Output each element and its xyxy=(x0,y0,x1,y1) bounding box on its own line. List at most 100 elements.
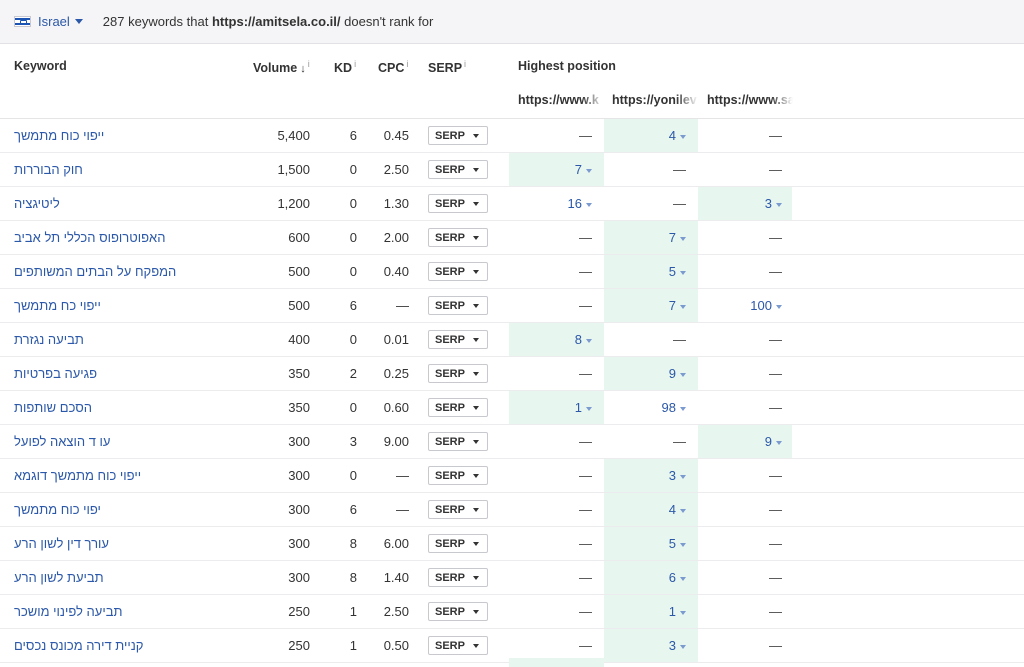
position-cell: — xyxy=(673,162,686,177)
position-cell[interactable]: 7 xyxy=(604,221,698,254)
kd-column-header[interactable]: KD i xyxy=(334,59,357,76)
kd-value: 1 xyxy=(349,638,357,653)
info-icon[interactable]: i xyxy=(307,59,310,69)
cpc-column-header[interactable]: CPC i xyxy=(378,59,409,76)
kd-value: 0 xyxy=(349,264,357,279)
position-cell: — xyxy=(579,366,592,381)
position-cell[interactable]: 6 xyxy=(604,561,698,594)
kd-value: 8 xyxy=(349,570,357,585)
info-icon[interactable]: i xyxy=(464,59,467,69)
serp-button[interactable]: SERP xyxy=(428,330,488,349)
serp-button[interactable]: SERP xyxy=(428,432,488,451)
keyword-link[interactable]: תביעה לפינוי מושכר xyxy=(14,604,123,619)
serp-button[interactable]: SERP xyxy=(428,126,488,145)
serp-button[interactable]: SERP xyxy=(428,398,488,417)
volume-column-header[interactable]: Volume ↓ i xyxy=(253,59,310,76)
table-row: הסכם שותפות 350 0 0.60 SERP 1 98 — xyxy=(0,391,1024,425)
keyword-link[interactable]: המפקח על הבתים המשותפים xyxy=(14,264,177,279)
keyword-link[interactable]: חוק הבוררות xyxy=(14,162,83,177)
serp-button[interactable]: SERP xyxy=(428,568,488,587)
position-cell: — xyxy=(769,468,782,483)
competitor-site-2[interactable]: https://yonilev xyxy=(612,93,698,109)
keyword-link[interactable]: תביעה נגזרת xyxy=(14,332,84,347)
kd-value: 6 xyxy=(349,502,357,517)
keyword-link[interactable]: קניית דירה מכונס נכסים xyxy=(14,638,144,653)
position-cell[interactable]: 9 xyxy=(604,357,698,390)
position-cell[interactable]: 9 xyxy=(698,425,792,458)
highest-position-header: Highest position xyxy=(518,59,616,73)
position-cell: — xyxy=(579,604,592,619)
serp-button[interactable]: SERP xyxy=(428,194,488,213)
position-cell[interactable]: 3 xyxy=(604,459,698,492)
keyword-link[interactable]: הסכם שותפות xyxy=(14,400,93,415)
caret-down-icon xyxy=(680,542,686,547)
serp-button[interactable]: SERP xyxy=(428,534,488,553)
position-cell: — xyxy=(579,536,592,551)
caret-down-icon xyxy=(473,168,479,172)
position-cell[interactable]: 16 xyxy=(509,187,604,220)
volume-value: 250 xyxy=(288,604,310,619)
position-cell: — xyxy=(579,230,592,245)
serp-button[interactable]: SERP xyxy=(428,602,488,621)
keyword-link[interactable]: ייפוי כוח מתמשך דוגמא xyxy=(14,468,142,483)
keyword-link[interactable]: האפוטרופוס הכללי תל אביב xyxy=(14,230,166,245)
competitor-site-1[interactable]: https://www.k xyxy=(518,93,604,109)
keyword-link[interactable]: פגיעה בפרטיות xyxy=(14,366,98,381)
position-cell[interactable]: 7 xyxy=(604,289,698,322)
volume-value: 350 xyxy=(288,366,310,381)
cpc-value: 2.50 xyxy=(383,162,409,177)
country-selector[interactable]: Israel xyxy=(14,14,83,29)
keyword-column-header[interactable]: Keyword xyxy=(14,59,67,73)
info-icon[interactable]: i xyxy=(354,59,357,69)
cpc-value: — xyxy=(396,468,409,483)
keyword-link[interactable]: ייפוי כח מתמשך xyxy=(14,298,101,313)
keyword-link[interactable]: ליטיגציה xyxy=(14,196,60,211)
keyword-link[interactable]: עורך דין לשון הרע xyxy=(14,536,109,551)
serp-button[interactable]: SERP xyxy=(428,160,488,179)
keyword-link[interactable]: יפוי כוח מתמשך xyxy=(14,502,101,517)
serp-button[interactable]: SERP xyxy=(428,466,488,485)
caret-down-icon xyxy=(473,134,479,138)
position-cell[interactable]: 4 xyxy=(604,493,698,526)
position-cell[interactable]: 1 xyxy=(509,391,604,424)
serp-button[interactable]: SERP xyxy=(428,262,488,281)
serp-button[interactable]: SERP xyxy=(428,636,488,655)
volume-value: 300 xyxy=(288,536,310,551)
position-cell[interactable]: 7 xyxy=(509,153,604,186)
position-cell[interactable]: 98 xyxy=(604,391,698,424)
cpc-value: 9.00 xyxy=(383,434,409,449)
volume-value: 500 xyxy=(288,298,310,313)
position-cell[interactable]: 1 xyxy=(604,595,698,628)
caret-down-icon xyxy=(680,474,686,479)
info-icon[interactable]: i xyxy=(406,59,409,69)
keyword-link[interactable]: ייפוי כוח מתמשך xyxy=(14,128,105,143)
position-cell[interactable]: 8 xyxy=(509,323,604,356)
caret-down-icon xyxy=(473,440,479,444)
serp-button[interactable]: SERP xyxy=(428,364,488,383)
caret-down-icon xyxy=(680,304,686,309)
caret-down-icon xyxy=(473,202,479,206)
cpc-value: 2.00 xyxy=(383,230,409,245)
serp-column-header[interactable]: SERP i xyxy=(428,59,467,76)
table-row: עו ד הוצאה לפועל 300 3 9.00 SERP — — 9 xyxy=(0,425,1024,459)
position-cell[interactable]: 5 xyxy=(604,527,698,560)
position-cell[interactable]: 3 xyxy=(698,187,792,220)
serp-button[interactable]: SERP xyxy=(428,500,488,519)
position-cell[interactable]: 4 xyxy=(604,119,698,152)
position-cell[interactable]: 100 xyxy=(698,289,792,322)
cpc-value: 2.50 xyxy=(383,604,409,619)
table-row: יפוי כוח מתמשך 300 6 — SERP — 4 — xyxy=(0,493,1024,527)
kd-value: 0 xyxy=(349,230,357,245)
position-cell[interactable]: 5 xyxy=(604,255,698,288)
competitor-site-3[interactable]: https://www.sa xyxy=(707,93,793,109)
serp-button[interactable]: SERP xyxy=(428,228,488,247)
cpc-value: 1.40 xyxy=(383,570,409,585)
position-cell[interactable]: 3 xyxy=(604,629,698,662)
caret-down-icon xyxy=(473,474,479,478)
keyword-link[interactable]: תביעת לשון הרע xyxy=(14,570,104,585)
caret-down-icon xyxy=(680,406,686,411)
caret-down-icon xyxy=(473,610,479,614)
serp-button[interactable]: SERP xyxy=(428,296,488,315)
keyword-link[interactable]: עו ד הוצאה לפועל xyxy=(14,434,111,449)
volume-value: 300 xyxy=(288,434,310,449)
